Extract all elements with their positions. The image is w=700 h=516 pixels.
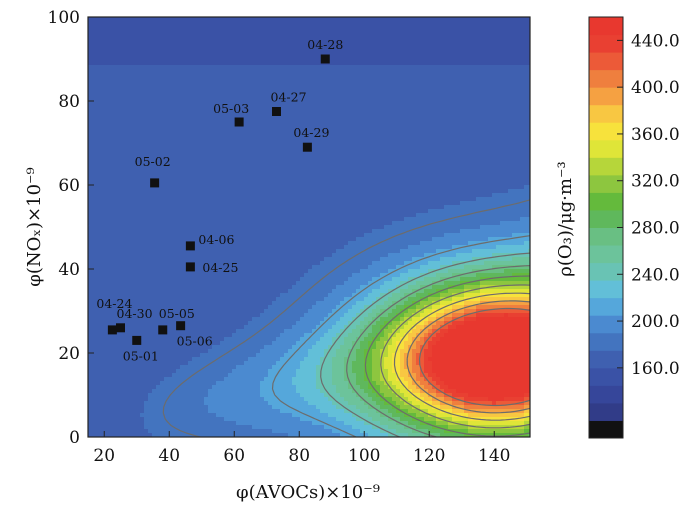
contour-line — [380, 284, 530, 429]
colorbar-swatch — [589, 139, 623, 158]
data-point-label-05-03: 05-03 — [213, 101, 249, 116]
x-tick-label: 120 — [413, 446, 445, 466]
x-tick-label: 80 — [288, 446, 310, 466]
colorbar-swatch — [589, 69, 623, 88]
y-tick-label: 20 — [58, 344, 80, 364]
data-point-04-28 — [320, 54, 330, 64]
data-point-05-01 — [132, 335, 142, 345]
y-tick-label: 80 — [58, 92, 80, 112]
colorbar-swatch — [589, 104, 623, 123]
colorbar-swatch — [589, 174, 623, 193]
colorbar-swatch — [589, 52, 623, 71]
data-point-label-05-05: 05-05 — [159, 306, 195, 321]
colorbar-swatch — [589, 209, 623, 228]
contour-line — [364, 275, 530, 437]
colorbar-tick-label: 440.0 — [631, 31, 680, 51]
colorbar-swatch — [589, 385, 623, 404]
colorbar-swatch — [589, 192, 623, 211]
data-point-04-30 — [116, 323, 125, 333]
colorbar-swatch — [589, 34, 623, 53]
data-point-label-04-30: 04-30 — [117, 306, 153, 321]
colorbar-tick-label: 360.0 — [631, 125, 680, 145]
data-points: 04-28 04-27 05-03 04-29 05-02 04-06 04-25 04-24… — [96, 37, 343, 363]
plot-frame — [87, 16, 531, 438]
colorbar-swatch — [589, 157, 623, 176]
data-point-label-04-29: 04-29 — [293, 125, 329, 140]
colorbar-swatch — [589, 122, 623, 141]
y-tick-label: 100 — [48, 8, 80, 28]
y-axis: 0 20 40 60 80 100 — [48, 8, 94, 448]
colorbar-swatch — [589, 297, 623, 316]
data-point-label-04-27: 04-27 — [271, 90, 307, 105]
data-point-04-25 — [185, 262, 195, 272]
colorbar-swatch — [589, 87, 623, 106]
data-point-label-04-06: 04-06 — [198, 232, 234, 247]
colorbar-swatch — [589, 245, 623, 264]
colorbar-tick-label: 200.0 — [631, 312, 680, 332]
colorbar-tick-label: 280.0 — [631, 219, 680, 239]
y-axis-label: φ(NOₓ)×10⁻⁹ — [24, 167, 45, 287]
data-point-04-06 — [185, 241, 195, 251]
data-point-05-06 — [176, 321, 186, 331]
data-point-label-04-25: 04-25 — [202, 260, 238, 275]
data-point-05-05 — [158, 325, 168, 335]
colorbar-tick-label: 160.0 — [631, 359, 680, 379]
colorbar-swatch — [589, 315, 623, 334]
data-point-04-29 — [302, 142, 312, 152]
colorbar-swatch — [589, 332, 623, 351]
x-tick-label: 140 — [478, 446, 510, 466]
data-point-label-04-24: 04-24 — [96, 296, 132, 311]
y-tick-label: 40 — [58, 260, 80, 280]
colorbar-swatch — [589, 402, 623, 421]
colorbar-swatch — [589, 17, 623, 36]
x-tick-label: 20 — [93, 446, 115, 466]
colorbar-swatch — [589, 262, 623, 281]
colorbar-tick-label: 240.0 — [631, 265, 680, 285]
contour-line — [271, 235, 530, 437]
data-point-05-02 — [150, 178, 160, 188]
colorbar-tick-label: 320.0 — [631, 172, 680, 192]
contour-lines — [162, 199, 530, 437]
data-point-label-05-01: 05-01 — [123, 348, 159, 363]
y-tick-label: 60 — [58, 176, 80, 196]
contour-line — [162, 199, 530, 437]
contour-line — [418, 307, 530, 407]
x-axis-label: φ(AVOCs)×10⁻⁹ — [236, 482, 380, 503]
contour-field — [88, 17, 530, 437]
x-tick-label: 100 — [348, 446, 380, 466]
colorbar-swatch — [589, 227, 623, 246]
data-point-label-05-02: 05-02 — [135, 154, 171, 169]
contour-line — [393, 292, 530, 421]
y-tick-label: 0 — [69, 428, 80, 448]
x-tick-label: 60 — [223, 446, 245, 466]
contour-line — [406, 300, 530, 414]
data-point-label-05-06: 05-06 — [177, 334, 213, 349]
x-tick-label: 40 — [158, 446, 180, 466]
data-point-04-24 — [107, 325, 117, 335]
contour-line — [320, 252, 530, 437]
colorbar-label: ρ(O₃)/μg·m⁻³ — [555, 161, 576, 276]
colorbar-swatch — [589, 280, 623, 299]
colorbar-tick-label: 400.0 — [631, 78, 680, 98]
colorbar-swatch — [589, 350, 623, 369]
x-axis: 20 40 60 80 100 120 140 — [93, 431, 510, 466]
colorbar-swatch — [589, 420, 623, 439]
data-point-04-27 — [272, 107, 281, 116]
colorbar: 160.0 200.0 240.0 280.0 320.0 360.0 400.0 440.0 — [588, 16, 680, 439]
contour-line — [346, 265, 530, 437]
data-point-label-04-28: 04-28 — [307, 37, 343, 52]
colorbar-swatch — [589, 367, 623, 386]
data-point-05-03 — [234, 117, 244, 127]
